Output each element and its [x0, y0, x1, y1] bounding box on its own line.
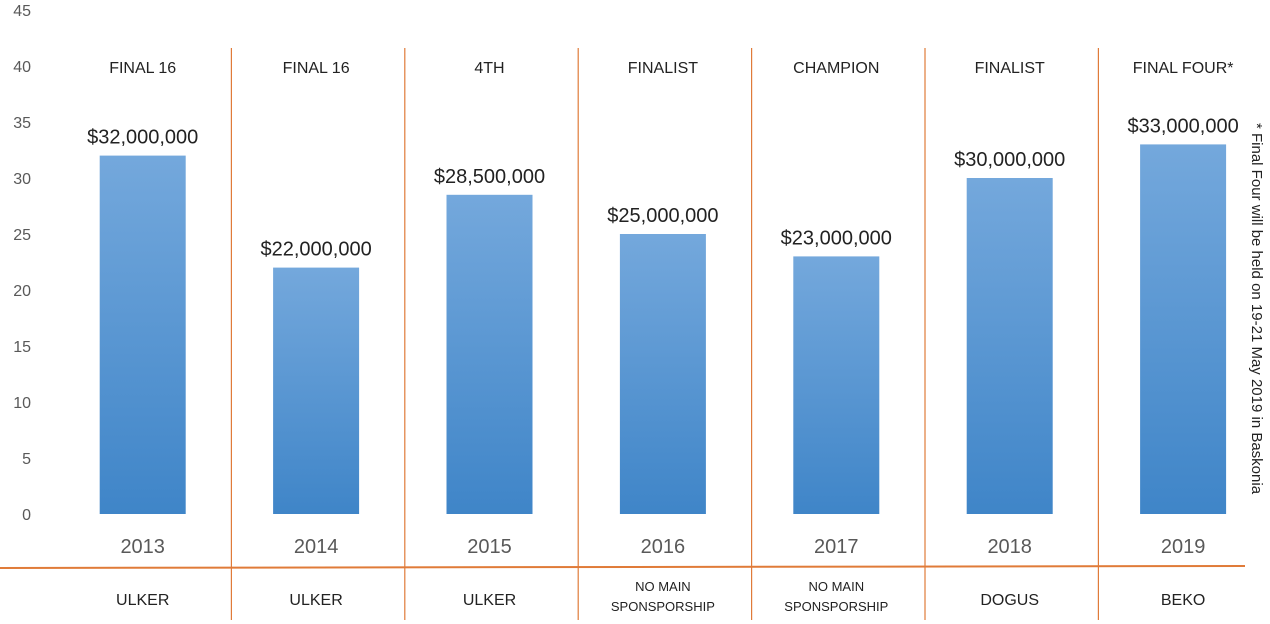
column-dividers	[0, 48, 1246, 620]
bars	[99, 144, 1227, 515]
data-label: $22,000,000	[260, 239, 371, 261]
sponsor-separator	[0, 565, 1246, 569]
x-tick-label: 2014	[294, 536, 339, 558]
y-tick-label: 0	[22, 507, 31, 524]
data-label: $32,000,000	[87, 127, 198, 149]
bar-2019	[1140, 144, 1227, 514]
data-label: $23,000,000	[781, 227, 892, 249]
data-label: $28,500,000	[434, 166, 545, 188]
sponsor-label: SPONSPORSHIP	[784, 599, 888, 614]
result-label: CHAMPION	[793, 60, 879, 77]
sponsor-label: ULKER	[463, 592, 516, 609]
sponsor-label: NO MAIN	[635, 579, 691, 594]
x-tick-label: 2016	[641, 536, 686, 558]
labels: $32,000,000 FINAL 16 2013 ULKER $22,000,000 F…	[87, 60, 1239, 614]
y-tick-label: 20	[13, 283, 31, 300]
x-tick-label: 2015	[467, 536, 512, 558]
result-label: FINAL 16	[283, 60, 350, 77]
bar-2013	[99, 155, 186, 514]
result-label: FINAL FOUR*	[1133, 60, 1234, 77]
sponsor-label: DOGUS	[980, 592, 1039, 609]
sponsor-label: ULKER	[289, 592, 342, 609]
x-tick-label: 2019	[1161, 536, 1206, 558]
bar-2017	[793, 256, 880, 514]
data-label: $30,000,000	[954, 149, 1065, 171]
result-label: FINALIST	[975, 60, 1045, 77]
result-label: FINAL 16	[109, 60, 176, 77]
y-tick-label: 25	[13, 227, 31, 244]
bar-2014	[273, 267, 360, 514]
data-label: $25,000,000	[607, 205, 718, 227]
x-tick-label: 2017	[814, 536, 859, 558]
sponsor-label: NO MAIN	[808, 579, 864, 594]
x-tick-label: 2013	[120, 536, 165, 558]
y-axis: 0 5 10 15 20 25 30 35 40 45	[13, 3, 31, 524]
footnote: * Final Four will be held on 19-21 May 2…	[1248, 123, 1265, 495]
y-tick-label: 35	[13, 115, 31, 132]
bar-2018	[966, 178, 1053, 514]
sponsor-label: SPONSPORSHIP	[611, 599, 715, 614]
data-label: $33,000,000	[1127, 115, 1238, 137]
result-label: 4TH	[474, 60, 504, 77]
y-tick-label: 30	[13, 171, 31, 188]
result-label: FINALIST	[628, 60, 698, 77]
y-tick-label: 10	[13, 395, 31, 412]
y-tick-label: 15	[13, 339, 31, 356]
y-tick-label: 45	[13, 3, 31, 20]
x-tick-label: 2018	[987, 536, 1032, 558]
y-tick-label: 5	[22, 451, 31, 468]
sponsor-label: ULKER	[116, 592, 169, 609]
bar-2015	[446, 194, 533, 515]
sponsor-label: BEKO	[1161, 592, 1205, 609]
bar-2016	[619, 234, 706, 514]
y-tick-label: 40	[13, 59, 31, 76]
